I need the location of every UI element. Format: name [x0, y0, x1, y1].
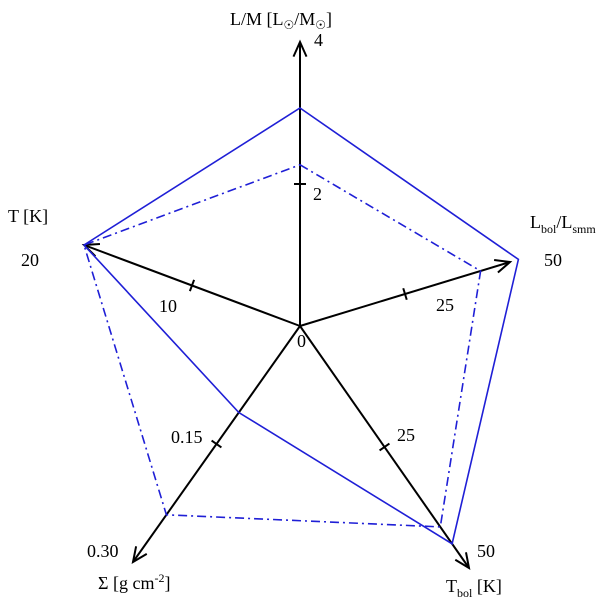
max-label-lm: 4	[314, 30, 323, 50]
max-label-temp: 20	[21, 250, 39, 270]
tick-label-lbol-0: 25	[436, 295, 454, 315]
axis-title-sigma: Σ [g cm-2]	[98, 571, 170, 593]
tick-label-sigma-0: 0.15	[171, 427, 203, 447]
tick-label-temp-0: 10	[159, 296, 177, 316]
axis-arrow-tbol	[454, 552, 471, 571]
tick-temp-0	[188, 279, 196, 292]
axis-arrow-lm	[292, 39, 308, 58]
max-label-sigma: 0.30	[87, 541, 119, 561]
tick-tbol-0	[379, 442, 390, 452]
series-polygon-2	[83, 163, 482, 528]
axis-title-lbol: Lbol/Lsmm	[530, 212, 596, 236]
tick-label-tbol-0: 25	[397, 425, 415, 445]
tick-lbol-0	[402, 287, 408, 301]
series	[82, 107, 520, 546]
tick-sigma-0	[211, 439, 222, 449]
labels: 2 4 25 50 25 50 0.15 0.30 10 20 0 L/M [L☉/M☉] Lbol/L…	[8, 9, 596, 598]
origin-label: 0	[297, 331, 306, 351]
series-polygon-1	[82, 107, 520, 546]
max-label-tbol: 50	[477, 541, 495, 561]
axis-title-temp: T [K]	[8, 206, 48, 226]
axis-title-lm: L/M [L☉/M☉]	[230, 9, 332, 32]
axis-arrow-sigma	[131, 546, 148, 565]
axis-arrow-lbol	[493, 259, 513, 274]
axis-title-tbol: Tbol [K]	[446, 576, 502, 598]
max-label-lbol: 50	[544, 250, 562, 270]
tick-label-lm-0: 2	[313, 184, 322, 204]
